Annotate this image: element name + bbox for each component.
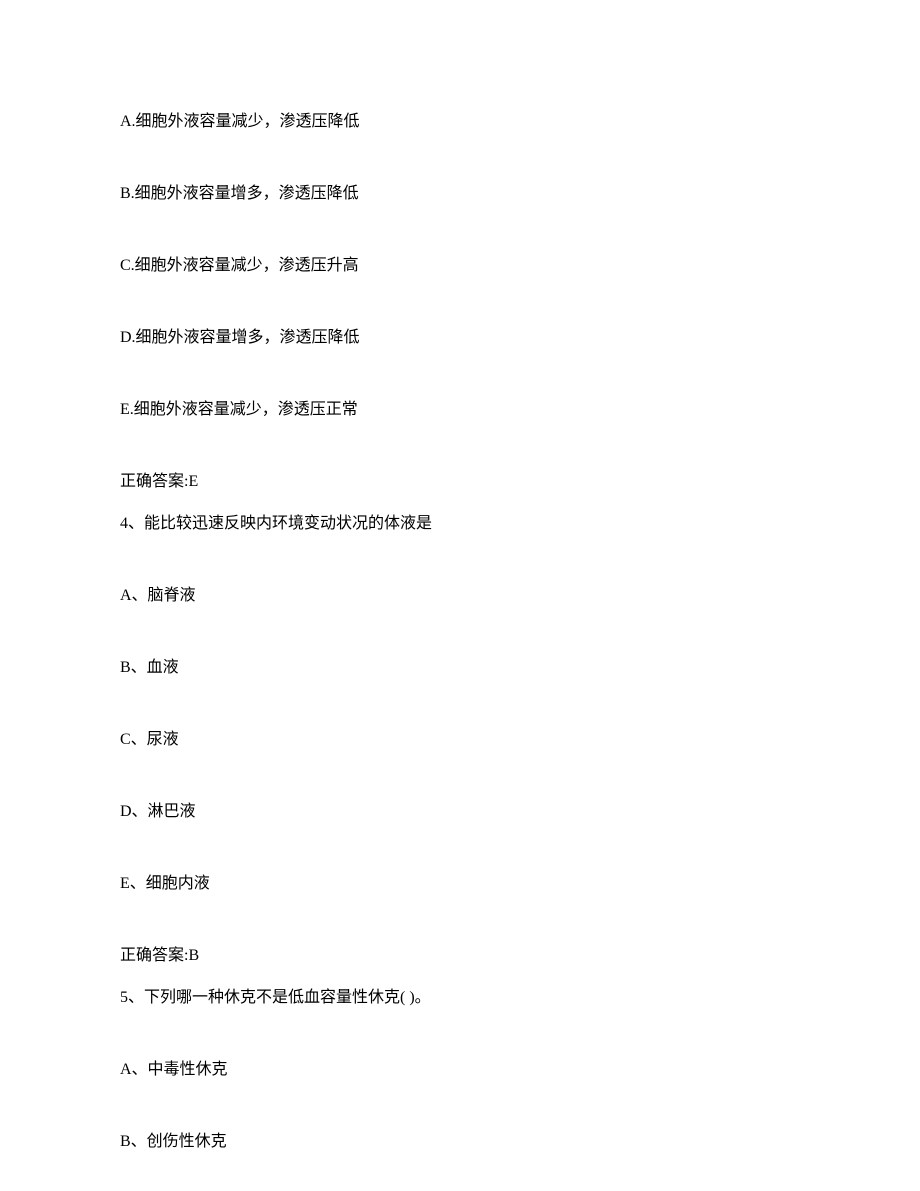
- q3-answer: 正确答案:E: [120, 470, 800, 494]
- q3-option-c: C.细胞外液容量减少，渗透压升高: [120, 254, 800, 278]
- q3-option-e: E.细胞外液容量减少，渗透压正常: [120, 398, 800, 422]
- q4-option-b: B、血液: [120, 656, 800, 680]
- q4-option-d: D、淋巴液: [120, 800, 800, 824]
- q4-option-e: E、细胞内液: [120, 872, 800, 896]
- q3-option-d: D.细胞外液容量增多，渗透压降低: [120, 326, 800, 350]
- q4-option-a: A、脑脊液: [120, 584, 800, 608]
- q4-option-c: C、尿液: [120, 728, 800, 752]
- q4-answer: 正确答案:B: [120, 944, 800, 968]
- q3-option-b: B.细胞外液容量增多，渗透压降低: [120, 182, 800, 206]
- q3-option-a: A.细胞外液容量减少，渗透压降低: [120, 110, 800, 134]
- q4-stem: 4、能比较迅速反映内环境变动状况的体液是: [120, 512, 800, 536]
- q5-option-a: A、中毒性休克: [120, 1058, 800, 1082]
- q5-option-b: B、创伤性休克: [120, 1130, 800, 1154]
- q5-stem: 5、下列哪一种休克不是低血容量性休克( )。: [120, 986, 800, 1010]
